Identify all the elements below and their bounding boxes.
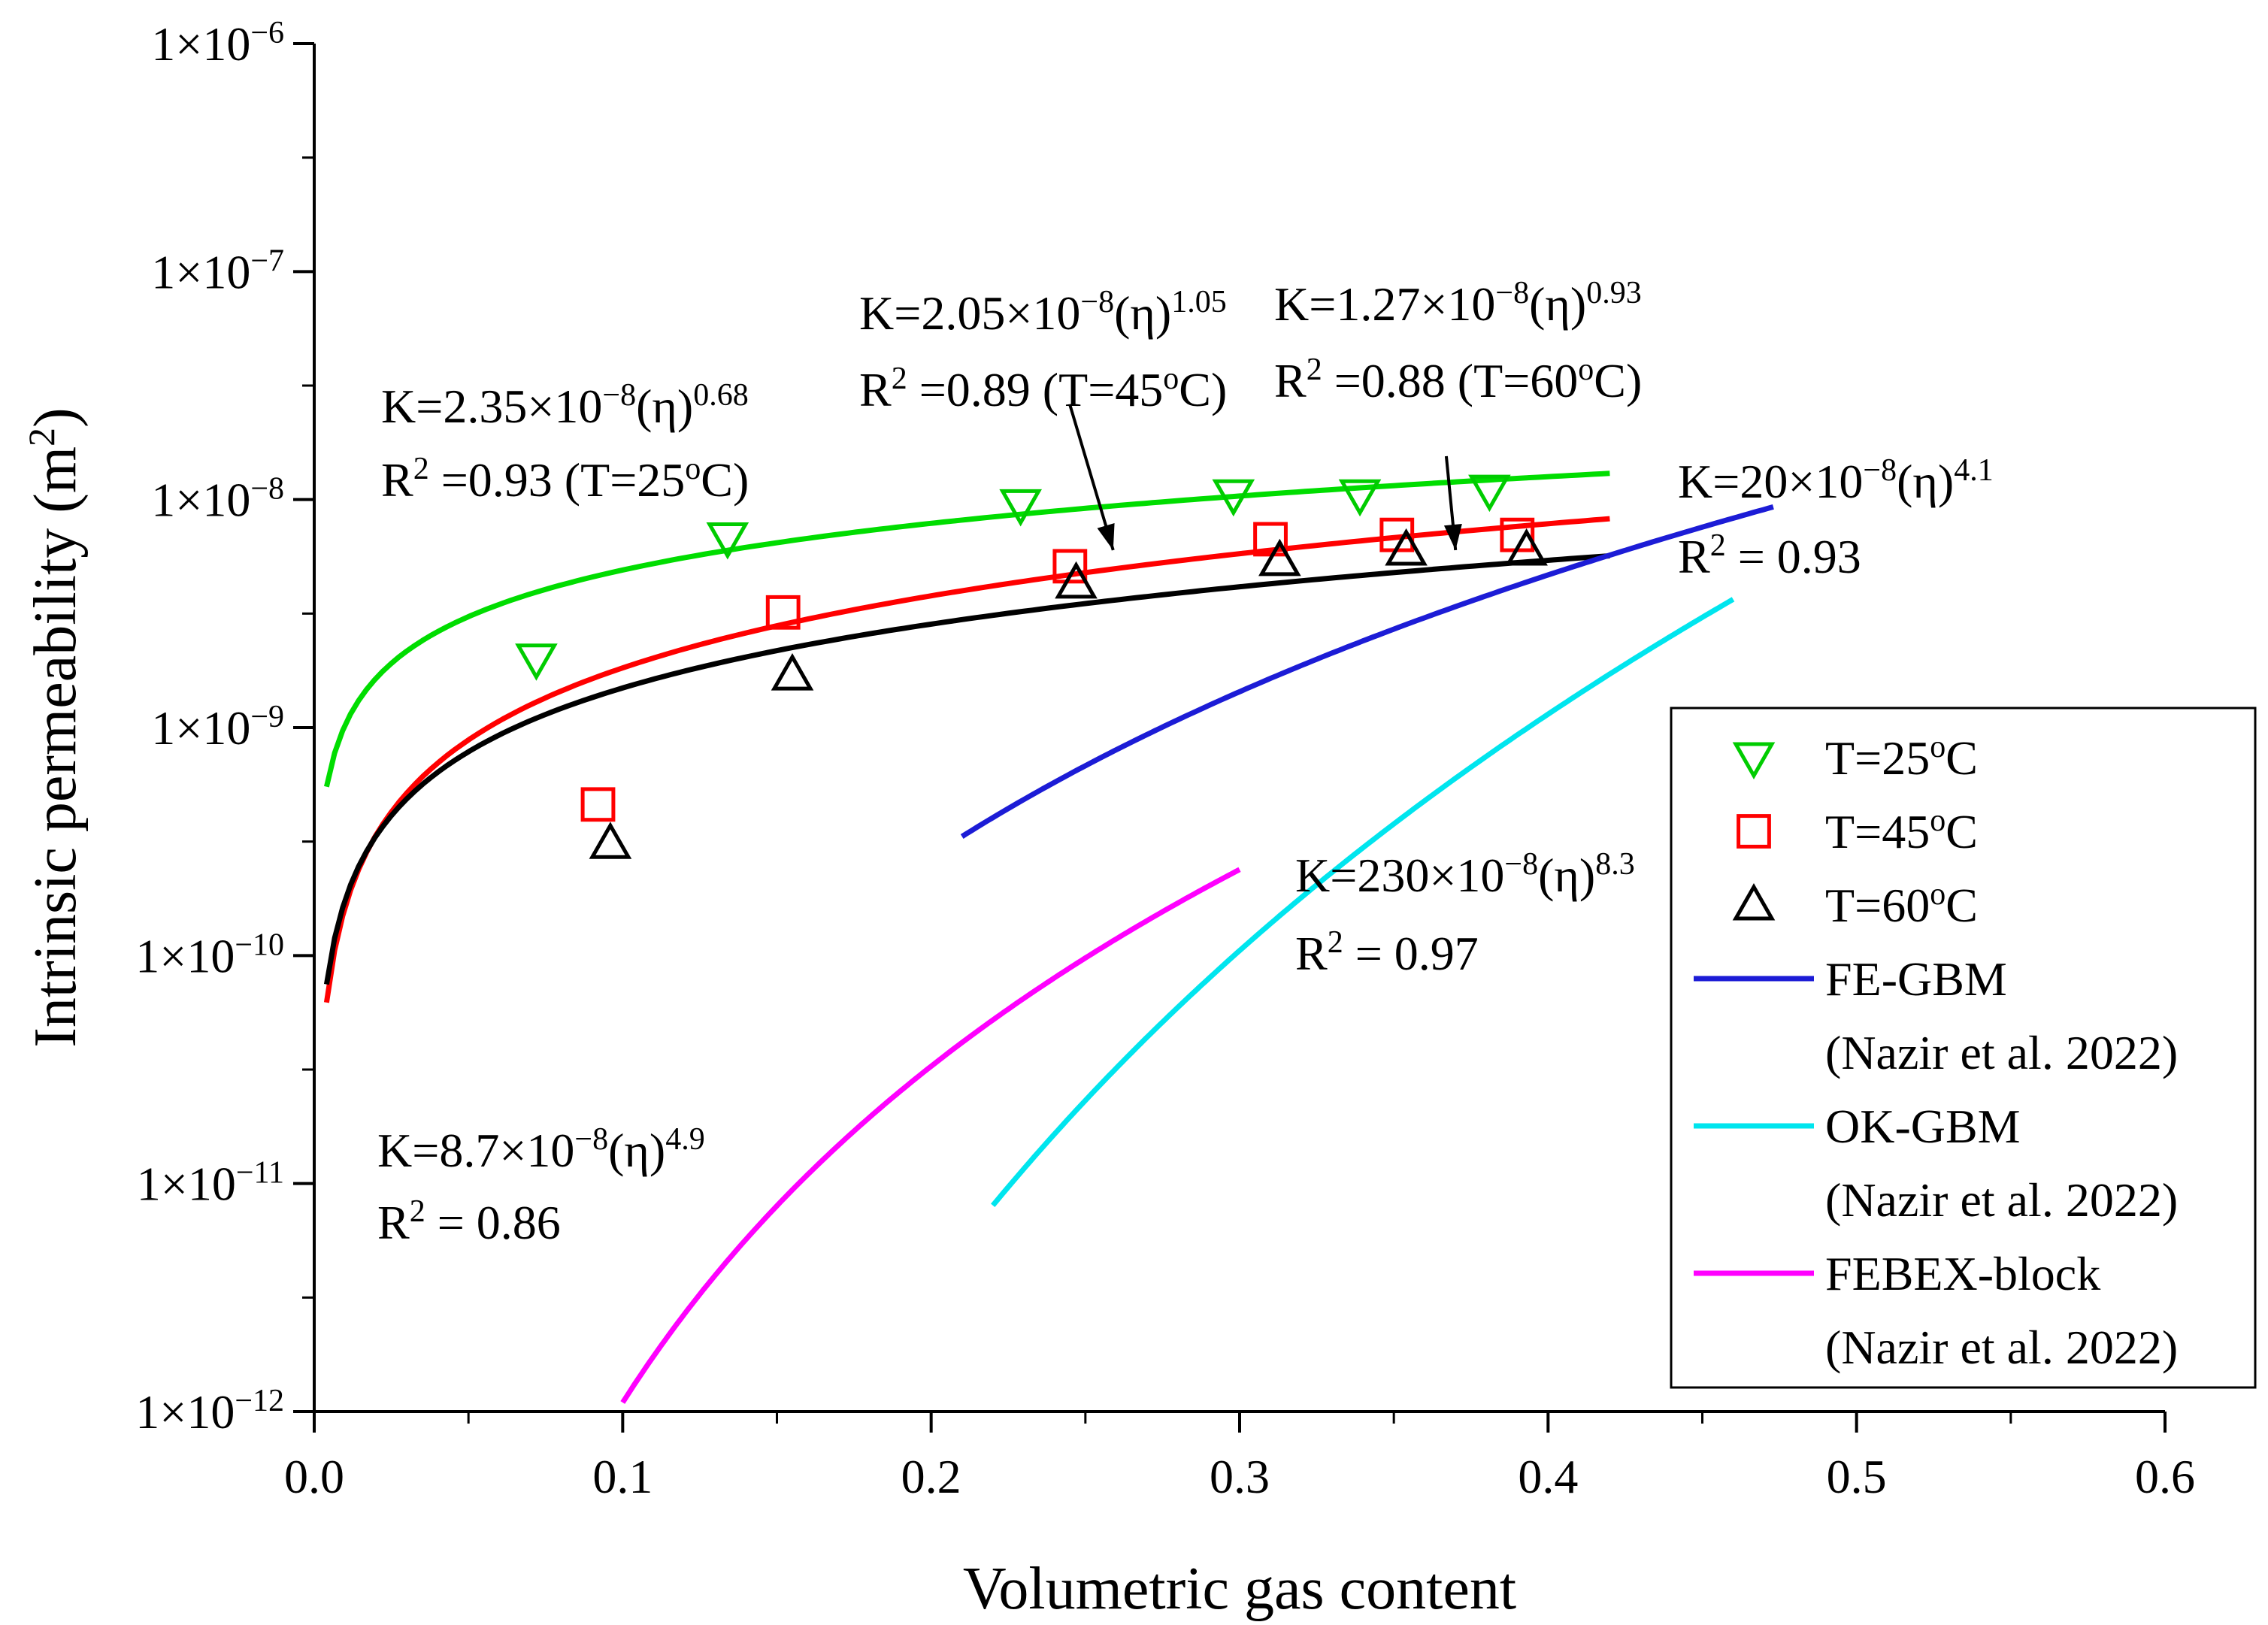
legend-item-t25: T=25oC	[1732, 730, 1978, 785]
y-tick-label: 1×10−10	[135, 927, 284, 982]
annotation-equation: K=2.05×10−8(η)1.05	[859, 285, 1227, 340]
curve-fe-gbm	[960, 504, 1774, 839]
annotation-a45: K=2.05×10−8(η)1.05 R2 =0.89 (T=45oC)	[859, 285, 1227, 416]
legend-sublabel: (Nazir et al. 2022)	[1825, 1321, 2178, 1374]
point-t25	[1468, 474, 1511, 513]
arrow-45-head	[1097, 522, 1115, 550]
y-axis-title: Intrinsic permeability (m2)	[20, 407, 89, 1047]
x-axis-title: Volumetric gas content	[963, 1556, 1516, 1622]
legend-marker	[1732, 882, 1776, 921]
legend-sublabel: (Nazir et al. 2022)	[1825, 1173, 2178, 1227]
point-t25	[999, 489, 1042, 527]
y-tick-label: 1×10−11	[137, 1156, 284, 1211]
annotation-a60: K=1.27×10−8(η)0.93 R2 =0.88 (T=60oC)	[1274, 276, 1642, 407]
legend-marker	[1732, 742, 1776, 780]
annotation-a25: K=2.35×10−8(η)0.68 R2 =0.93 (T=25oC)	[381, 378, 749, 507]
annotation-equation: K=1.27×10−8(η)0.93	[1274, 276, 1642, 331]
y-tick-label: 1×10−6	[151, 16, 284, 71]
arrow-60-head	[1443, 523, 1462, 550]
curve-febex-block	[620, 867, 1241, 1404]
x-tick-label: 0.5	[1827, 1450, 1887, 1503]
legend-label: FE-GBM	[1825, 952, 2007, 1006]
point-t25	[706, 522, 749, 560]
legend-label: T=45oC	[1825, 803, 1978, 858]
y-tick-label: 1×10−7	[151, 244, 284, 298]
point-t45	[1052, 549, 1088, 584]
legend-label: T=60oC	[1825, 877, 1978, 932]
point-t25	[1338, 479, 1382, 517]
annotation-equation: K=230×10−8(η)8.3	[1295, 847, 1635, 902]
legend-item-fe-gbm: FE-GBM (Nazir et al. 2022)	[1694, 952, 2178, 1079]
point-t45	[580, 787, 616, 822]
y-tick-label: 1×10−12	[135, 1384, 284, 1439]
annotation-r2: R2 = 0.93	[1678, 528, 1861, 583]
point-t60	[1258, 538, 1301, 576]
point-t25	[515, 643, 558, 681]
annotation-afebex: K=8.7×10−8(η)4.9 R2 = 0.86	[377, 1122, 705, 1249]
annotation-r2: R2 =0.89 (T=45oC)	[859, 362, 1227, 416]
point-t60	[771, 653, 814, 691]
x-tick-label: 0.0	[284, 1450, 344, 1503]
annotation-r2: R2 =0.93 (T=25oC)	[381, 452, 749, 507]
legend-sublabel: (Nazir et al. 2022)	[1825, 1026, 2178, 1079]
point-t25	[1212, 479, 1255, 517]
annotation-r2: R2 =0.88 (T=60oC)	[1274, 353, 1642, 407]
annotation-equation: K=20×10−8(η)4.1	[1678, 453, 1994, 508]
legend-item-t60: T=60oC	[1732, 877, 1978, 932]
point-t60	[1055, 561, 1098, 599]
annotation-equation: K=8.7×10−8(η)4.9	[377, 1122, 705, 1177]
x-tick-label: 0.2	[901, 1450, 961, 1503]
point-t60	[1385, 528, 1428, 566]
legend-label: OK-GBM	[1825, 1100, 2021, 1153]
y-tick-label: 1×10−8	[151, 472, 284, 527]
x-tick-label: 0.3	[1210, 1450, 1270, 1503]
point-t45	[1253, 522, 1288, 557]
legend-marker	[1737, 814, 1771, 849]
x-tick-label: 0.6	[2135, 1450, 2195, 1503]
point-t45	[765, 595, 801, 630]
annotation-afe: K=20×10−8(η)4.1 R2 = 0.93	[1678, 453, 1994, 583]
curve-fit-60	[323, 553, 1610, 985]
annotation-aok: K=230×10−8(η)8.3 R2 = 0.97	[1295, 847, 1635, 980]
y-tick-label: 1×10−9	[151, 700, 284, 755]
x-tick-label: 0.4	[1518, 1450, 1578, 1503]
curve-ok-gbm	[991, 597, 1735, 1208]
point-t60	[1505, 528, 1548, 566]
legend-item-t45: T=45oC	[1737, 803, 1978, 858]
legend-label: T=25oC	[1825, 730, 1978, 785]
curve-fit-25	[323, 471, 1610, 788]
annotation-r2: R2 = 0.97	[1295, 925, 1479, 980]
legend-item-ok-gbm: OK-GBM (Nazir et al. 2022)	[1694, 1100, 2178, 1227]
point-t60	[589, 822, 632, 859]
x-tick-label: 0.1	[592, 1450, 653, 1503]
curve-fit-45	[323, 516, 1610, 1003]
annotation-r2: R2 = 0.86	[377, 1194, 561, 1249]
legend-item-febex-block: FEBEX-block (Nazir et al. 2022)	[1694, 1247, 2178, 1374]
annotation-equation: K=2.35×10−8(η)0.68	[381, 378, 749, 433]
legend-label: FEBEX-block	[1825, 1247, 2100, 1300]
